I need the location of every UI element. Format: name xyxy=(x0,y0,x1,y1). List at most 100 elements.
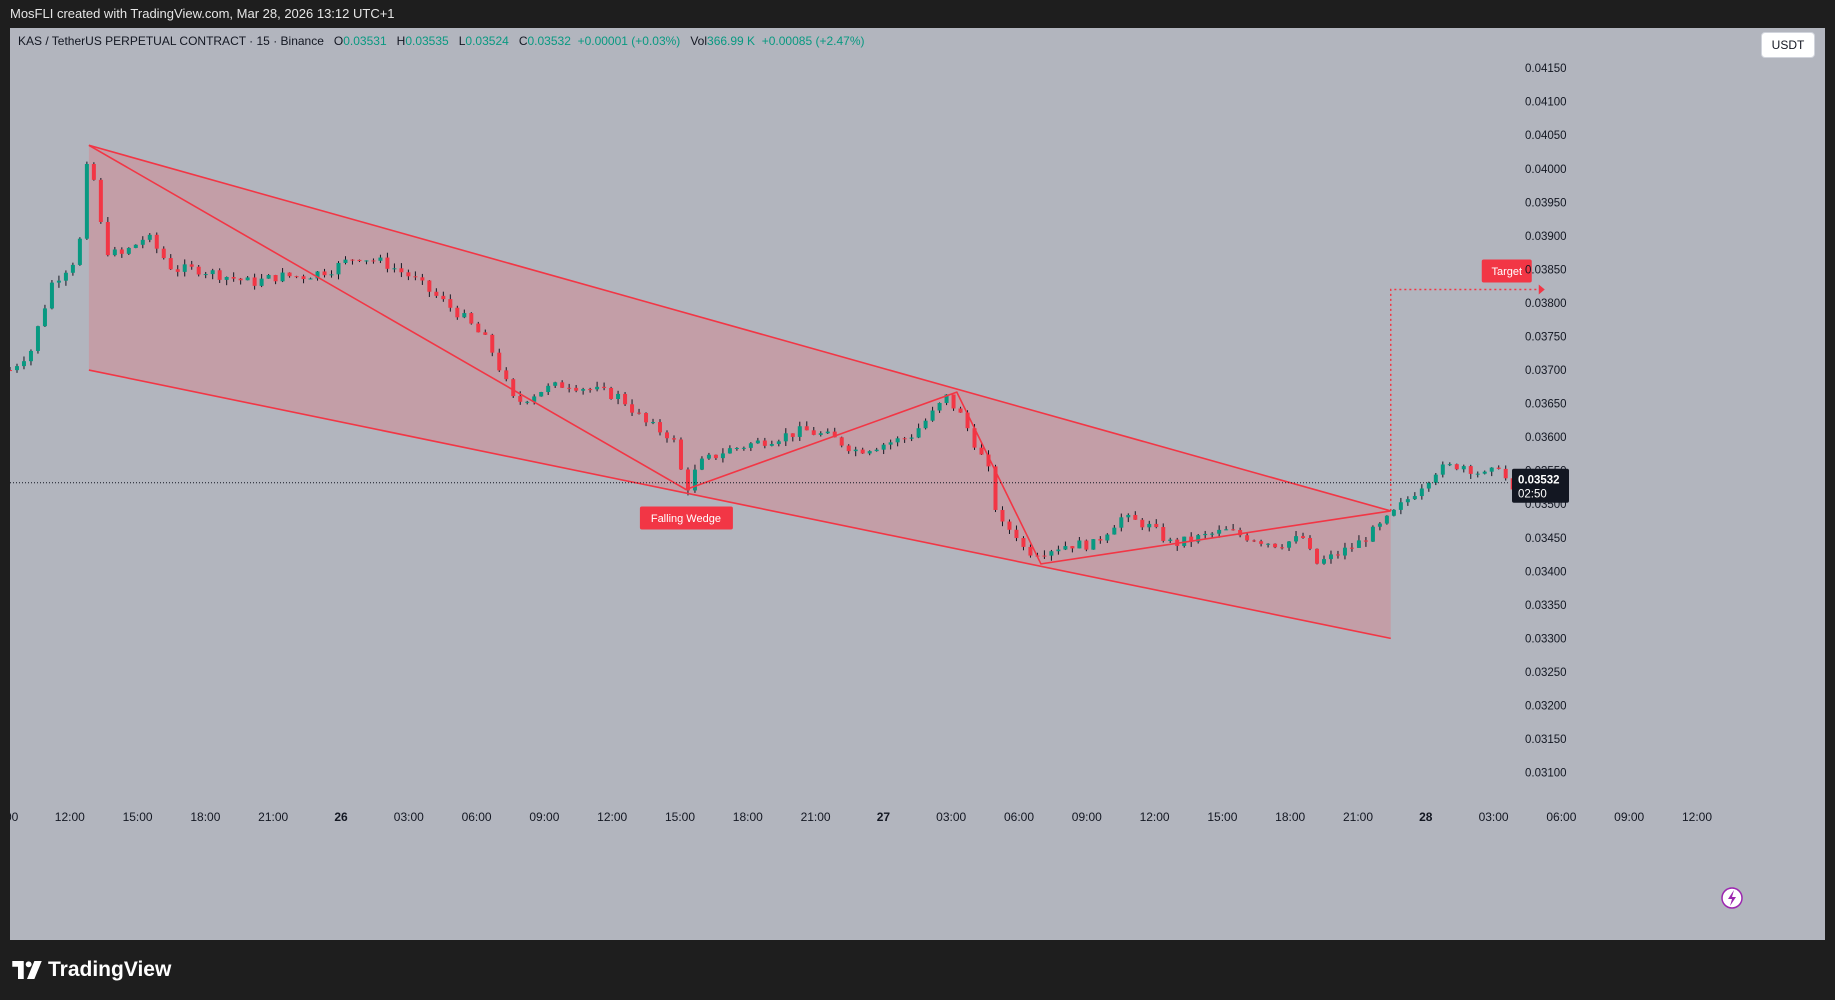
candle-body xyxy=(860,449,865,454)
candle-body xyxy=(1468,466,1473,474)
y-axis-tick-label: 0.03650 xyxy=(1525,399,1567,411)
tradingview-brand[interactable]: TradingView xyxy=(12,958,171,982)
candle-body xyxy=(553,382,558,386)
x-axis-tick-label: 15:00 xyxy=(123,810,153,824)
chart-area[interactable]: Falling Wedge Target 0.04150 0.04100 0.04050… xyxy=(10,28,1825,940)
candle-body xyxy=(91,164,96,180)
candle-body xyxy=(720,453,725,459)
candle-body xyxy=(364,260,369,262)
candle-body xyxy=(1273,543,1278,548)
price-change: +0.00001 (+0.03%) xyxy=(577,34,681,48)
wedge-lower-line xyxy=(88,369,1391,640)
candle-body xyxy=(616,393,621,399)
currency-button[interactable]: USDT xyxy=(1761,32,1815,58)
candle-body xyxy=(1475,473,1480,475)
x-axis-tick-label: 06:00 xyxy=(462,810,492,824)
candle-body xyxy=(1140,519,1145,528)
x-axis-tick-label: 15:00 xyxy=(1207,810,1237,824)
x-axis-tick-label: 06:00 xyxy=(1546,810,1576,824)
candle-body xyxy=(595,386,600,390)
y-axis-tick-label: 0.03850 xyxy=(1525,264,1567,276)
symbol-name[interactable]: KAS / TetherUS PERPETUAL CONTRACT · 15 ·… xyxy=(18,34,324,48)
x-axis-tick-label: 09:00 xyxy=(1614,810,1644,824)
candle-body xyxy=(1091,539,1096,550)
candle-body xyxy=(224,276,229,280)
candle-body xyxy=(909,437,914,439)
candle-body xyxy=(413,276,418,278)
candle-body xyxy=(98,179,103,222)
candle-body xyxy=(1454,464,1459,470)
candle-body xyxy=(769,444,774,446)
candle-body xyxy=(21,361,26,367)
wedge-fill xyxy=(88,145,1391,639)
x-axis-tick-label: 12:00 xyxy=(1140,810,1170,824)
candle-body xyxy=(301,276,306,280)
candle-body xyxy=(168,258,173,270)
symbol-legend: KAS / TetherUS PERPETUAL CONTRACT · 15 ·… xyxy=(18,34,864,48)
candle-body xyxy=(958,408,963,413)
candle-body xyxy=(846,445,851,452)
candle-body xyxy=(217,270,222,280)
target-label-bg xyxy=(1481,259,1532,283)
candle-body xyxy=(1203,533,1208,536)
candle-body xyxy=(175,269,180,272)
y-axis-tick-label: 0.03600 xyxy=(1525,432,1567,444)
x-axis-tick-label: 18:00 xyxy=(1275,810,1305,824)
candle-body xyxy=(1238,530,1243,536)
candle-body xyxy=(1070,546,1075,549)
candle-body xyxy=(588,389,593,391)
candle-body xyxy=(888,442,893,445)
candle-body xyxy=(63,272,68,281)
candle-body xyxy=(804,426,809,431)
falling-wedge-label: Falling Wedge xyxy=(651,513,721,525)
candle-body xyxy=(196,266,201,275)
y-axis-tick-label: 0.03700 xyxy=(1525,365,1567,377)
candle-body xyxy=(1042,555,1047,557)
y-axis-tick-label: 0.03450 xyxy=(1525,533,1567,545)
candle-body xyxy=(692,469,697,491)
candle-body xyxy=(944,394,949,403)
price-chart[interactable]: Falling Wedge Target 0.04150 0.04100 0.04050… xyxy=(10,28,1825,940)
candle-body xyxy=(1133,514,1138,520)
candle-body xyxy=(1231,529,1236,531)
x-axis-tick-label: 03:00 xyxy=(394,810,424,824)
candle-body xyxy=(1496,467,1501,469)
candle-body xyxy=(280,272,285,282)
y-axis-tick-label: 0.03300 xyxy=(1525,633,1567,645)
attribution-text: MosFLI created with TradingView.com, Mar… xyxy=(10,6,395,21)
candle-body xyxy=(1489,467,1494,472)
footer: TradingView xyxy=(0,940,1835,1000)
candle-body xyxy=(399,268,404,273)
candle-body xyxy=(77,238,82,265)
candle-body xyxy=(637,412,642,414)
x-axis-tick-label: 21:00 xyxy=(1343,810,1373,824)
candle-body xyxy=(1370,526,1375,542)
candle-body xyxy=(14,366,19,371)
candle-body xyxy=(259,278,264,286)
candle-body xyxy=(923,420,928,429)
candle-body xyxy=(776,441,781,445)
last-price-tag-value: 0.03532 xyxy=(1518,475,1560,487)
wedge-upper-line xyxy=(88,144,1391,512)
y-axis-tick-label: 0.03200 xyxy=(1525,700,1567,712)
target-projection-line xyxy=(1390,288,1539,511)
candle-body xyxy=(902,438,907,440)
candle-body xyxy=(1405,499,1410,503)
candle-body xyxy=(504,370,509,380)
open-value: 0.03531 xyxy=(343,34,387,48)
candle-body xyxy=(1014,529,1019,539)
candle-body xyxy=(511,379,516,397)
candle-body xyxy=(1084,540,1089,550)
candle-body xyxy=(1398,502,1403,510)
x-axis-tick-label: 28 xyxy=(1419,810,1433,824)
candle-body xyxy=(1154,523,1159,528)
falling-wedge-label-bg xyxy=(639,506,733,530)
candle-body xyxy=(651,422,656,424)
y-axis-tick-label: 0.03900 xyxy=(1525,231,1567,243)
candle-body xyxy=(839,437,844,446)
candle-body xyxy=(685,469,690,491)
candle-body xyxy=(210,270,215,275)
y-axis-tick-label: 0.03800 xyxy=(1525,298,1567,310)
candle-body xyxy=(1007,521,1012,530)
candle-body xyxy=(678,439,683,470)
